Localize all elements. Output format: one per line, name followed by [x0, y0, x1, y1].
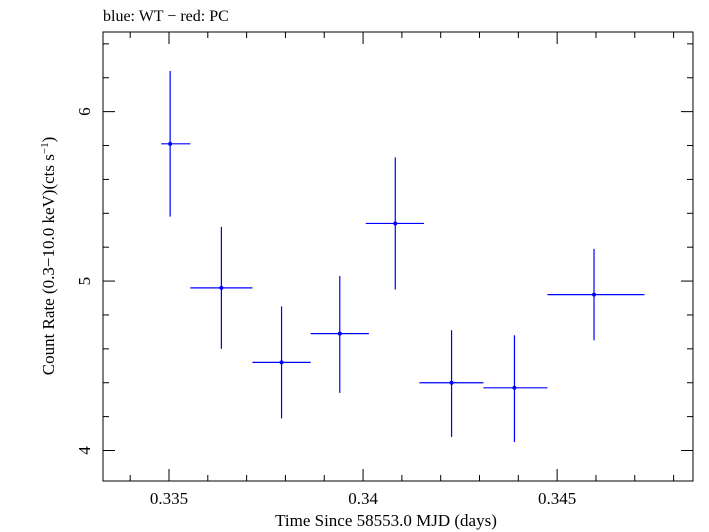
y-axis-label: Count Rate (0.3−10.0 keV)(cts s−1) — [39, 137, 58, 376]
axis-ticks — [103, 32, 693, 481]
data-point — [483, 335, 548, 443]
y-tick-label: 5 — [75, 277, 94, 286]
data-point — [190, 226, 253, 349]
point-marker — [393, 221, 398, 226]
point-marker — [449, 380, 454, 385]
axis-tick-labels: 0.335 0.34 0.345 4 5 6 — [75, 107, 576, 508]
x-tick-label: 0.345 — [538, 489, 576, 508]
x-tick-label: 0.34 — [348, 489, 378, 508]
data-point — [419, 330, 484, 437]
plot-frame — [102, 31, 694, 482]
y-tick-label: 6 — [75, 107, 94, 116]
point-marker — [592, 292, 597, 297]
y-axis-label-end: ) — [39, 137, 58, 143]
point-marker — [219, 285, 224, 290]
point-marker — [168, 141, 173, 146]
chart-title: blue: WT − red: PC — [103, 8, 229, 25]
x-tick-label: 0.335 — [150, 489, 188, 508]
y-tick-label: 4 — [75, 446, 94, 455]
data-point — [365, 157, 425, 290]
point-marker — [279, 360, 284, 365]
y-axis-label-main: Count Rate (0.3−10.0 keV)(cts s — [39, 154, 58, 375]
data-point — [161, 70, 191, 217]
point-marker — [512, 385, 517, 390]
data-point — [310, 275, 369, 393]
x-axis-label: Time Since 58553.0 MJD (days) — [275, 511, 497, 530]
y-axis-label-sup: −1 — [39, 142, 51, 154]
data-point — [547, 248, 645, 341]
data-points — [161, 70, 645, 443]
data-point — [252, 306, 311, 419]
point-marker — [337, 331, 342, 336]
